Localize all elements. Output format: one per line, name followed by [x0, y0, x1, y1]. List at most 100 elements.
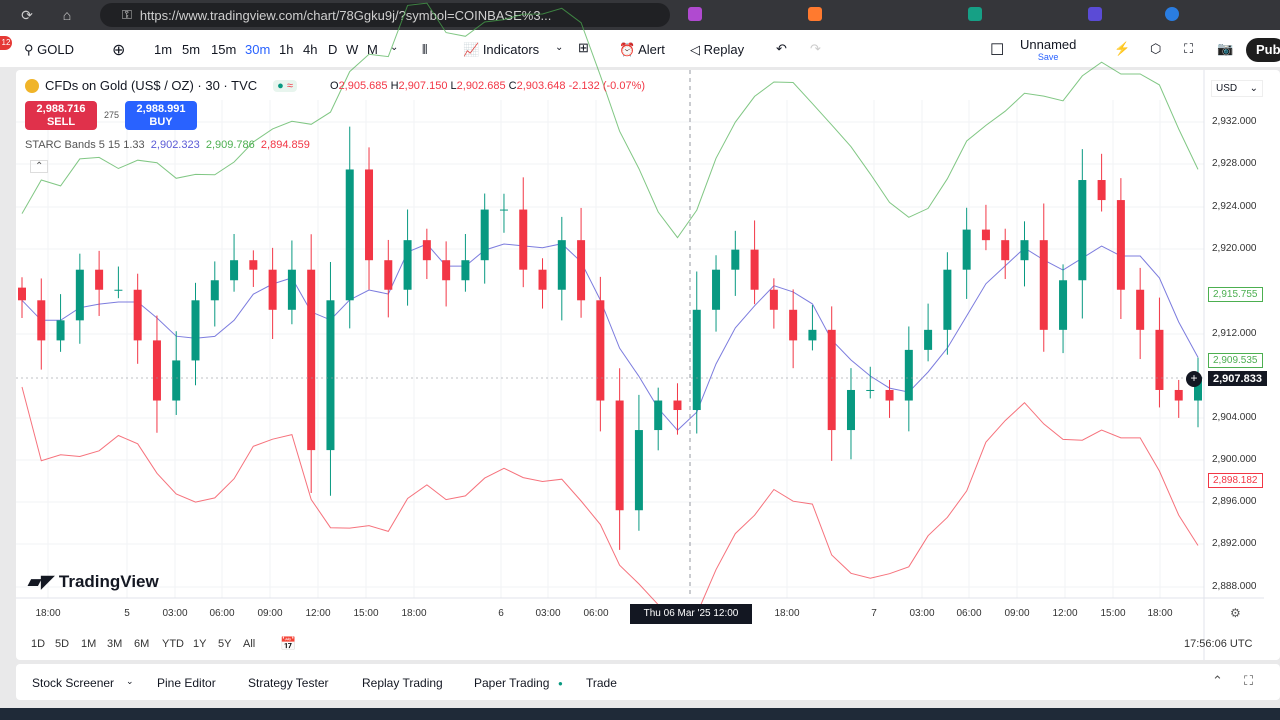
undo-icon[interactable]: ↶ — [776, 41, 787, 56]
tradingview-logo-icon: ▰◤ — [28, 572, 55, 591]
interval-D[interactable]: D — [328, 42, 338, 57]
alarm-icon: ⏰ — [619, 42, 636, 57]
range-YTD[interactable]: YTD — [162, 638, 184, 650]
add-alert-plus-icon[interactable]: + — [1186, 371, 1202, 387]
address-bar[interactable]: ⚿ https://www.tradingview.com/chart/78Ggk… — [100, 3, 670, 27]
range-5Y[interactable]: 5Y — [218, 638, 232, 650]
fullscreen-icon[interactable]: ⛶ — [1184, 41, 1194, 56]
indicators-chevron-icon[interactable]: ⌄ — [555, 42, 564, 53]
range-6M[interactable]: 6M — [134, 638, 150, 650]
interval-dropdown-chevron-icon[interactable]: ⌄ — [390, 42, 399, 53]
bottom-tab-replay-trading[interactable]: Replay Trading — [362, 676, 443, 690]
starc-upper-band — [21, 2, 1199, 239]
candle-body — [1194, 376, 1202, 401]
alert-button[interactable]: ⏰ Alert — [619, 42, 665, 57]
bottom-tab-paper-trading[interactable]: Paper Trading — [474, 676, 550, 690]
time-axis-tick: 09:00 — [257, 608, 283, 619]
candle-body — [634, 430, 643, 511]
collapse-legend-chevron-icon[interactable]: ⌃ — [30, 160, 49, 173]
sell-button[interactable]: 2,988.716 SELL — [25, 101, 97, 130]
price-axis-tick: 2,904.000 — [1212, 412, 1257, 423]
candle-body — [789, 309, 798, 341]
browser-bar: ⟳ ⌂ ⚿ https://www.tradingview.com/chart/7… — [0, 0, 1280, 30]
range-All[interactable]: All — [243, 638, 256, 650]
candle-body — [18, 287, 26, 301]
bottom-tab-strategy-tester[interactable]: Strategy Tester — [248, 676, 329, 690]
goto-date-calendar-icon[interactable]: 📅 — [280, 636, 297, 651]
candle-body — [56, 320, 65, 341]
price-axis-tick: 2,920.000 — [1212, 243, 1257, 254]
templates-grid-icon[interactable]: ⊞ — [578, 40, 589, 55]
price-axis-tick: 2,892.000 — [1212, 538, 1257, 549]
notification-badge[interactable]: 12 — [0, 36, 12, 50]
candle-body — [1001, 240, 1010, 261]
interval-15m[interactable]: 15m — [211, 42, 237, 57]
interval-5m[interactable]: 5m — [182, 42, 201, 57]
candle-body — [981, 229, 990, 241]
interval-M[interactable]: M — [367, 42, 378, 57]
camera-icon[interactable]: 📷 — [1217, 41, 1234, 56]
candle-body — [615, 400, 624, 511]
replay-button[interactable]: ◁ Replay — [690, 42, 745, 57]
gold-symbol-icon — [25, 78, 39, 93]
publish-button[interactable]: Pub — [1246, 38, 1280, 62]
extension-icon[interactable] — [808, 7, 822, 21]
candle-type-icon[interactable]: ⫴ — [422, 42, 428, 57]
interval-30m[interactable]: 30m — [245, 42, 271, 57]
clock-display[interactable]: 17:56:06 UTC — [1184, 638, 1253, 650]
symbol-search[interactable]: ⚲ GOLD — [24, 42, 74, 57]
candle-body — [268, 269, 277, 310]
bottom-tab-trade[interactable]: Trade — [586, 676, 617, 690]
extension-icon[interactable] — [1088, 7, 1102, 21]
extension-icon[interactable] — [688, 7, 702, 21]
range-1D[interactable]: 1D — [31, 638, 46, 650]
bottom-tab-pine-editor[interactable]: Pine Editor — [157, 676, 216, 690]
interval-1m[interactable]: 1m — [154, 42, 173, 57]
candle-body — [1078, 180, 1087, 281]
candle-body — [1097, 180, 1106, 201]
range-1Y[interactable]: 1Y — [193, 638, 207, 650]
candle-body — [249, 260, 258, 270]
chart-pane[interactable] — [16, 70, 1280, 660]
indicator-legend[interactable]: STARC Bands 5 15 1.33 2,902.323 2,909.78… — [25, 139, 310, 151]
indicators-button[interactable]: 📈 Indicators — [463, 42, 540, 57]
reload-icon[interactable]: ⟳ — [21, 6, 33, 23]
axis-settings-gear-icon[interactable]: ⚙ — [1230, 606, 1241, 620]
stock-screener-chevron-icon[interactable]: ⌄ — [126, 676, 134, 686]
interval-1h[interactable]: 1h — [279, 42, 294, 57]
range-3M[interactable]: 3M — [107, 638, 123, 650]
range-5D[interactable]: 5D — [55, 638, 70, 650]
candle-body — [846, 389, 855, 431]
interval-4h[interactable]: 4h — [303, 42, 318, 57]
range-1M[interactable]: 1M — [81, 638, 97, 650]
candle-body — [191, 300, 200, 361]
search-icon: ⚲ — [24, 42, 34, 57]
settings-gear-icon[interactable]: ⬡ — [1150, 41, 1162, 56]
time-axis-tick: 7 — [871, 608, 877, 619]
compare-plus-icon[interactable]: ⊕ — [112, 42, 126, 59]
time-axis-tick: 18:00 — [774, 608, 800, 619]
price-axis-tick: 2,928.000 — [1212, 158, 1257, 169]
extension-icon[interactable] — [1165, 7, 1179, 21]
currency-selector[interactable]: USD ⌄ — [1211, 80, 1263, 97]
interval-W[interactable]: W — [346, 42, 359, 57]
candle-body — [95, 269, 104, 290]
redo-icon[interactable]: ↷ — [810, 41, 821, 56]
bottom-tab-stock-screener[interactable]: Stock Screener — [32, 676, 115, 690]
candle-body — [654, 400, 663, 431]
candle-body — [808, 329, 817, 341]
home-icon[interactable]: ⌂ — [62, 7, 72, 23]
lower-band-price-label: 2,898.182 — [1208, 473, 1263, 488]
starc-lower-band — [21, 386, 1199, 624]
expand-panel-chevron-up-icon[interactable]: ⌃ — [1212, 673, 1223, 688]
candle-body — [287, 269, 296, 310]
buy-button[interactable]: 2,988.991 BUY — [125, 101, 197, 130]
maximize-panel-icon[interactable]: ⛶ — [1244, 673, 1254, 688]
starc-middle-band — [21, 243, 1199, 432]
layout-name-button[interactable]: Unnamed Save — [1020, 37, 1077, 62]
quick-search-icon[interactable]: ⚡ — [1114, 41, 1131, 56]
time-axis-tick: 6 — [498, 608, 504, 619]
extension-icon[interactable] — [968, 7, 982, 21]
layout-square-icon[interactable]: ☐ — [990, 42, 1005, 59]
